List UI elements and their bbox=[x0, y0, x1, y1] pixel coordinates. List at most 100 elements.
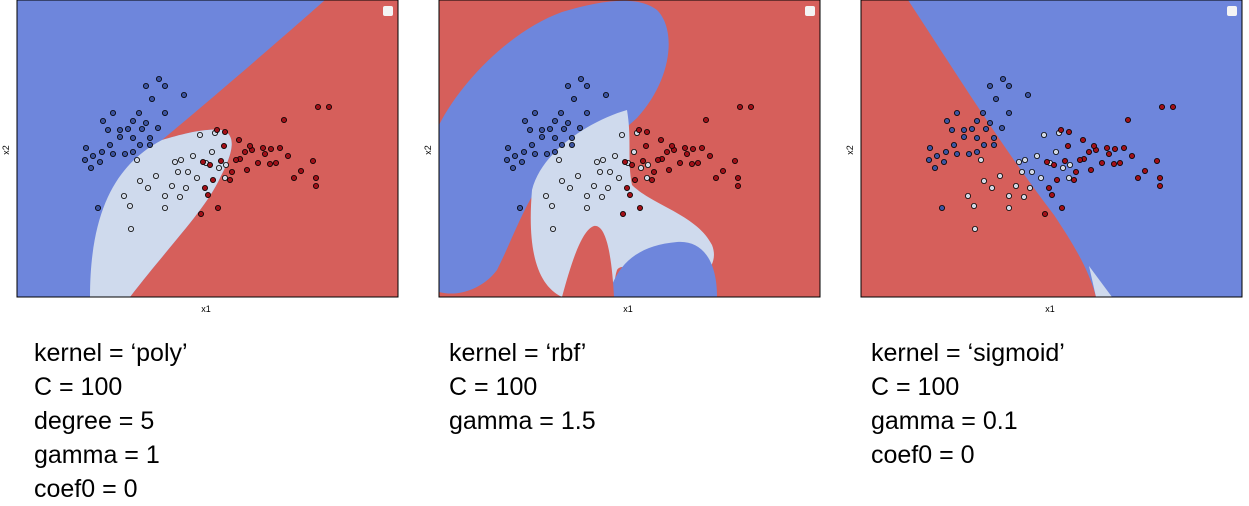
point-class2 bbox=[1120, 144, 1127, 151]
point-class2 bbox=[1061, 157, 1068, 164]
point-class0 bbox=[990, 141, 997, 148]
point-class0 bbox=[105, 127, 112, 134]
point-class2 bbox=[272, 159, 279, 166]
y-axis-label: x2 bbox=[423, 145, 433, 155]
point-class1 bbox=[1005, 192, 1012, 199]
point-class2 bbox=[1103, 144, 1110, 151]
point-class1 bbox=[630, 148, 637, 155]
point-class2 bbox=[314, 104, 321, 111]
point-class2 bbox=[1128, 152, 1135, 159]
point-class0 bbox=[934, 152, 941, 159]
point-class2 bbox=[694, 159, 701, 166]
point-class2 bbox=[1105, 150, 1112, 157]
point-class1 bbox=[136, 177, 143, 184]
point-class0 bbox=[551, 148, 558, 155]
x-axis-label: x1 bbox=[623, 304, 633, 314]
point-class0 bbox=[142, 83, 149, 90]
point-class2 bbox=[1041, 210, 1048, 217]
scatter-points bbox=[926, 76, 1176, 232]
point-class0 bbox=[522, 118, 529, 125]
point-class2 bbox=[706, 152, 713, 159]
point-class0 bbox=[504, 156, 511, 163]
point-class0 bbox=[576, 125, 583, 132]
point-class1 bbox=[1015, 158, 1022, 165]
point-class1 bbox=[965, 192, 972, 199]
point-class2 bbox=[676, 159, 683, 166]
point-class0 bbox=[135, 110, 142, 117]
point-class2 bbox=[1050, 161, 1057, 168]
point-class2 bbox=[1045, 184, 1052, 191]
point-class2 bbox=[681, 144, 688, 151]
point-class0 bbox=[83, 144, 90, 151]
point-class2 bbox=[1064, 142, 1071, 149]
point-class0 bbox=[97, 158, 104, 165]
point-class0 bbox=[129, 148, 136, 155]
point-class1 bbox=[971, 225, 978, 232]
point-class1 bbox=[1005, 204, 1012, 211]
point-class0 bbox=[570, 96, 577, 103]
point-class1 bbox=[643, 174, 650, 181]
point-class2 bbox=[1065, 128, 1072, 135]
point-class2 bbox=[1153, 157, 1160, 164]
point-class1 bbox=[593, 158, 600, 165]
point-class2 bbox=[312, 174, 319, 181]
param-kernel: kernel = ‘poly’ bbox=[34, 339, 188, 367]
param-degree: degree = 5 bbox=[34, 407, 155, 435]
point-class2 bbox=[197, 210, 204, 217]
param-c: C = 100 bbox=[34, 373, 123, 401]
point-class2 bbox=[259, 144, 266, 151]
point-class1 bbox=[583, 192, 590, 199]
point-class0 bbox=[88, 164, 95, 171]
point-class1 bbox=[988, 184, 995, 191]
point-class1 bbox=[1028, 168, 1035, 175]
point-class2 bbox=[214, 204, 221, 211]
point-class2 bbox=[734, 174, 741, 181]
plot-frame bbox=[860, 0, 1243, 298]
x-axis-label: x1 bbox=[201, 304, 211, 314]
point-class2 bbox=[254, 159, 261, 166]
point-class0 bbox=[949, 127, 956, 134]
point-class1 bbox=[184, 168, 191, 175]
point-class0 bbox=[961, 127, 968, 134]
point-class0 bbox=[148, 96, 155, 103]
point-class1 bbox=[182, 184, 189, 191]
point-class0 bbox=[547, 126, 554, 133]
point-class0 bbox=[117, 133, 124, 140]
point-class0 bbox=[107, 141, 114, 148]
point-class0 bbox=[117, 127, 124, 134]
point-class0 bbox=[136, 141, 143, 148]
point-class0 bbox=[154, 125, 161, 132]
point-class2 bbox=[213, 127, 220, 134]
point-class1 bbox=[176, 193, 183, 200]
point-class0 bbox=[973, 134, 980, 141]
point-class0 bbox=[943, 148, 950, 155]
plot-frame bbox=[438, 0, 821, 298]
point-class1 bbox=[549, 202, 556, 209]
point-class0 bbox=[529, 141, 536, 148]
point-class2 bbox=[1048, 191, 1055, 198]
point-class1 bbox=[996, 172, 1003, 179]
point-class2 bbox=[1169, 104, 1176, 111]
chart-panel-poly: x1 x2 bbox=[0, 0, 400, 330]
point-class2 bbox=[734, 182, 741, 189]
point-class1 bbox=[161, 192, 168, 199]
point-class2 bbox=[683, 150, 690, 157]
point-class0 bbox=[505, 144, 512, 151]
point-class2 bbox=[290, 174, 297, 181]
point-class1 bbox=[980, 177, 987, 184]
point-class0 bbox=[129, 134, 136, 141]
point-class2 bbox=[621, 158, 628, 165]
legend-box bbox=[1227, 6, 1237, 16]
region-class2 bbox=[861, 0, 1096, 297]
point-class1 bbox=[604, 184, 611, 191]
point-class0 bbox=[583, 110, 590, 117]
point-class0 bbox=[954, 150, 961, 157]
point-class0 bbox=[110, 150, 117, 157]
point-class2 bbox=[1134, 174, 1141, 181]
point-class0 bbox=[980, 141, 987, 148]
point-class2 bbox=[235, 136, 242, 143]
point-class1 bbox=[583, 204, 590, 211]
point-class2 bbox=[243, 166, 250, 173]
point-class0 bbox=[532, 110, 539, 117]
point-class1 bbox=[174, 168, 181, 175]
